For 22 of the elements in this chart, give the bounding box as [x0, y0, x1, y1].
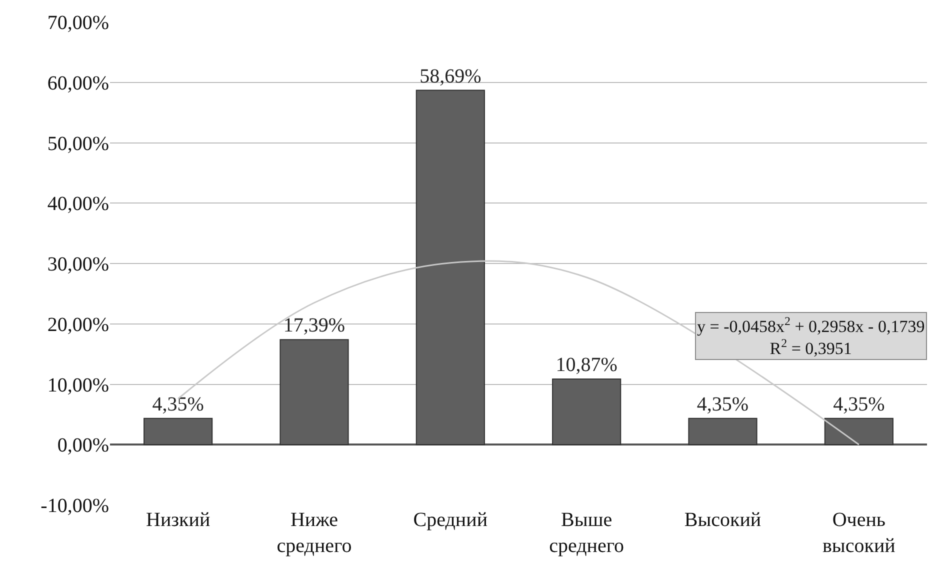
y-tick-label: 50,00% — [47, 132, 109, 155]
y-tick-label: 10,00% — [47, 374, 109, 396]
data-label: 4,35% — [833, 393, 885, 416]
y-tick-label: 30,00% — [47, 254, 109, 276]
x-tick-label: Очень высокий — [822, 509, 896, 557]
data-label: 17,39% — [283, 314, 346, 337]
x-tick-label: Средний — [413, 509, 488, 531]
y-tick-label: 40,00% — [47, 193, 109, 216]
data-label: 4,35% — [152, 393, 204, 416]
x-tick-label: Высокий — [684, 509, 762, 531]
x-tick-label: Ниже среднего — [276, 509, 352, 557]
annotation: y = -0,0458x$^{2}$ + 0,2958x - 0,1739 R$^{2}$ = 0,3951 — [697, 314, 925, 358]
y-tick-label: 60,00% — [47, 72, 109, 94]
data-label: 10,87% — [556, 354, 618, 376]
y-tick-label: 0,00% — [57, 434, 109, 457]
y-tick-label: 70,00% — [47, 12, 109, 34]
x-tick-label: Низкий — [146, 509, 210, 531]
data-label: 58,69% — [420, 65, 482, 88]
y-tick-label: 20,00% — [47, 314, 109, 336]
data-label: 4,35% — [696, 393, 749, 416]
x-tick-label: Выше среднего — [549, 509, 624, 557]
y-tick-label: -10,00% — [40, 495, 109, 517]
